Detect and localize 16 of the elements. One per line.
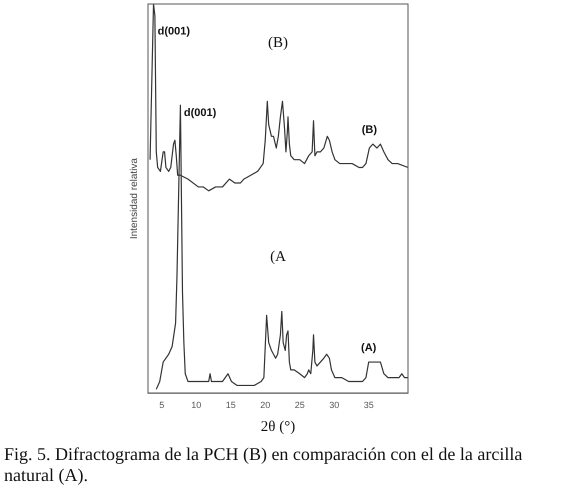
x-tick-label: 25	[294, 400, 305, 410]
x-tick-label: 30	[329, 400, 340, 410]
x-tick-label: 15	[226, 400, 236, 410]
annotation: d(001)	[184, 107, 217, 120]
x-axis-title: 2θ (°)	[260, 418, 296, 435]
x-tick-label: 10	[191, 400, 202, 410]
annotation: d(001)	[158, 25, 190, 38]
x-tick-label: 5	[159, 400, 164, 410]
caption: Fig. 5. Difractograma de la PCH (B) en comparación con el de la arcilla natural (A).	[4, 444, 524, 486]
series-label: (B)	[362, 124, 378, 136]
x-tick-label: 20	[260, 400, 270, 410]
y-axis-title: Intensidad relativa	[128, 158, 140, 240]
x-tick-label: 35	[364, 400, 374, 410]
series-label: (A)	[361, 342, 377, 354]
annotation: (B)	[268, 34, 288, 51]
annotation: (A	[270, 248, 286, 265]
